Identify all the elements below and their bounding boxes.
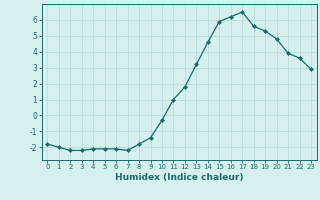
X-axis label: Humidex (Indice chaleur): Humidex (Indice chaleur) [115,173,244,182]
